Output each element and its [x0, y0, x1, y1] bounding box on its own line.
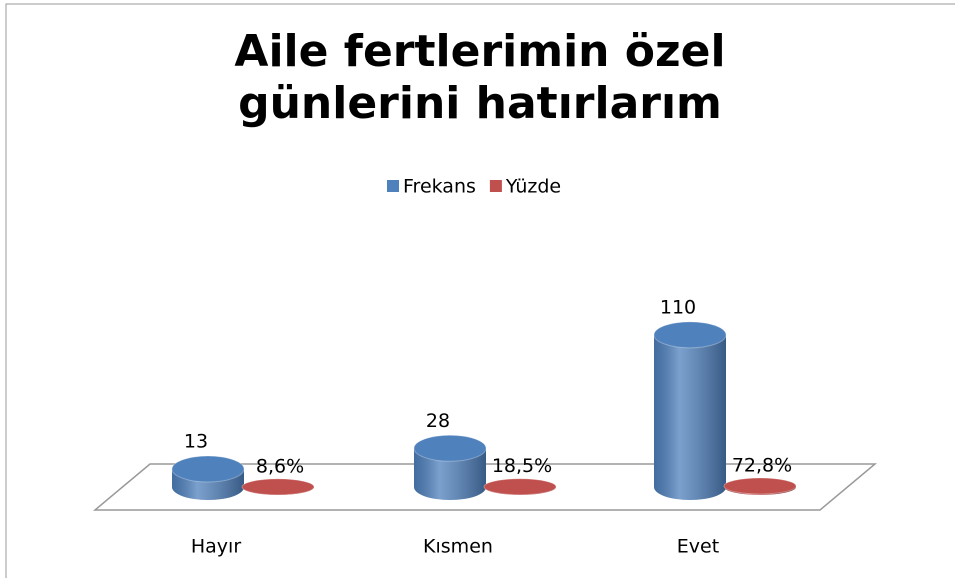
data-label: 13 [184, 431, 208, 453]
cylinder [653, 321, 727, 500]
cylinder-top [723, 477, 797, 495]
data-label: 110 [660, 296, 696, 318]
data-label: 72,8% [732, 454, 792, 476]
chart-title: Aile fertlerimin özel günlerini hatırlar… [234, 26, 726, 129]
legend-swatch [387, 180, 399, 192]
x-tick-label: Kısmen [423, 536, 493, 558]
cylinder-shade [414, 448, 486, 500]
cylinder [723, 477, 797, 495]
cylinder [171, 455, 245, 500]
data-label: 8,6% [256, 455, 304, 477]
legend-label: Yüzde [505, 176, 561, 198]
data-label: 28 [426, 410, 450, 432]
cylinder-top [241, 478, 315, 496]
cylinder-shade [654, 334, 726, 500]
data-label: 18,5% [492, 455, 552, 477]
cylinder [413, 434, 487, 500]
cylinder [241, 478, 315, 496]
x-tick-label: Hayır [191, 536, 241, 558]
legend-swatch [489, 180, 502, 192]
x-tick-label: Evet [677, 536, 719, 558]
cylinder-top [413, 434, 487, 462]
cylinder-top [171, 455, 245, 483]
cylinder [483, 478, 557, 496]
cylinder-top [653, 321, 727, 349]
frame [5, 3, 955, 578]
cylinder-top [483, 478, 557, 496]
legend-label: Frekans [403, 176, 476, 198]
